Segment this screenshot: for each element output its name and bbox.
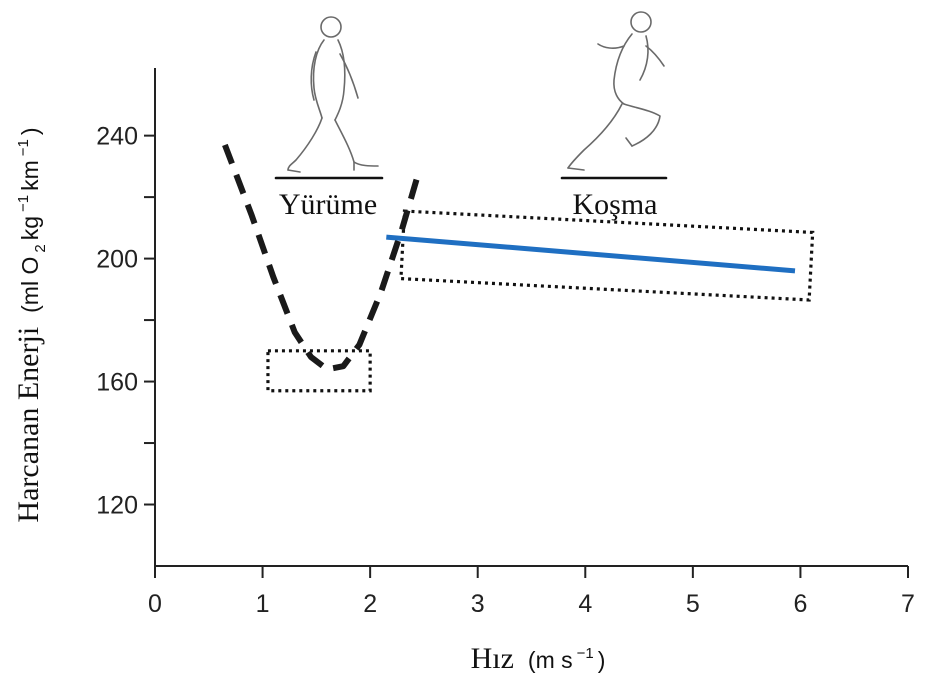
highlight-box-walking-minimum xyxy=(266,349,372,393)
y-axis-label-unit-mid2: km xyxy=(17,160,43,191)
series-group xyxy=(222,143,796,373)
y-axis-label-main: Harcanan Enerji xyxy=(12,327,45,523)
walking-figure-icon xyxy=(274,16,384,180)
annotation-walking: Yürüme xyxy=(279,188,377,221)
y-tick-label-200: 200 xyxy=(96,246,138,274)
y-tick-label-240: 240 xyxy=(96,123,138,151)
y-tick-label-120: 120 xyxy=(96,492,138,520)
x-axis-label-main: Hız xyxy=(471,642,514,674)
series-line-running xyxy=(386,234,796,274)
x-tick-label-5: 5 xyxy=(686,590,700,618)
x-tick-label-6: 6 xyxy=(793,590,807,618)
x-axis: 0 1 2 3 4 5 6 7 xyxy=(148,565,915,618)
x-tick-label-1: 1 xyxy=(256,590,270,618)
x-tick-label-7: 7 xyxy=(901,590,915,618)
y-tick-label-160: 160 xyxy=(96,369,138,397)
x-tick-label-2: 2 xyxy=(363,590,377,618)
annotation-running: Koşma xyxy=(573,188,658,221)
y-axis-label: Harcanan Enerji (ml O 2 kg −1 km −1 ) xyxy=(12,127,49,522)
x-tick-label-4: 4 xyxy=(578,590,592,618)
y-axis-label-unit-exp1: −1 xyxy=(15,195,32,212)
x-axis-label: Hız (m s −1 ) xyxy=(471,642,606,674)
x-axis-label-unit-exp: −1 xyxy=(577,645,594,662)
x-axis-label-unit-close: ) xyxy=(598,647,606,673)
x-axis-label-unit: (m s xyxy=(528,647,573,673)
y-axis-label-unit-exp2: −1 xyxy=(15,139,32,156)
y-axis-label-unit-close: ) xyxy=(17,127,43,135)
x-tick-label-3: 3 xyxy=(471,590,485,618)
highlight-boxes xyxy=(266,209,815,393)
y-axis-label-unit-open: (ml O xyxy=(17,257,43,313)
x-tick-label-0: 0 xyxy=(148,590,162,618)
y-axis-label-unit-mid: kg xyxy=(17,216,43,240)
highlight-box-running-line xyxy=(399,209,815,302)
y-axis-label-unit-sub: 2 xyxy=(32,244,49,252)
y-axis: 240 200 160 120 xyxy=(96,68,156,566)
running-figure-icon xyxy=(560,11,668,180)
